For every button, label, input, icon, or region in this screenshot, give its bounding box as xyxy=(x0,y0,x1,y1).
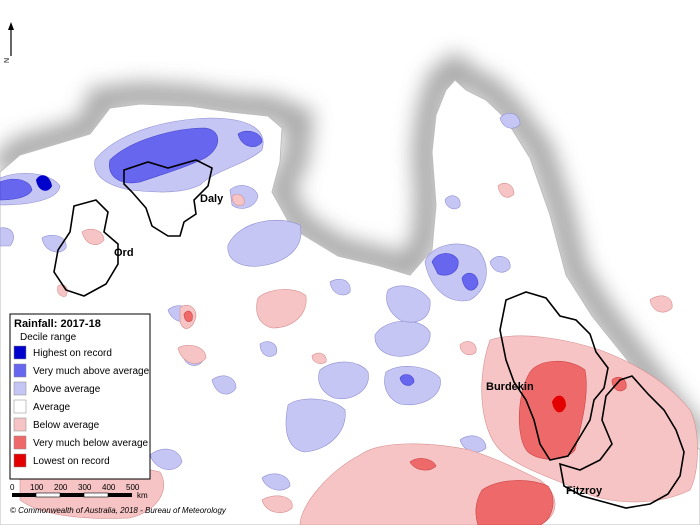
scale-segment-3 xyxy=(60,493,84,497)
legend-label-highest: Highest on record xyxy=(33,348,112,359)
legend-label-very-much-above: Very much above average xyxy=(33,366,150,377)
legend-swatch-very-much-below xyxy=(13,435,27,450)
fitzroy-basin-outline xyxy=(558,375,685,509)
copyright-credit: © Commonwealth of Australia, 2018 - Bure… xyxy=(10,506,227,515)
basin-outlines xyxy=(53,159,685,509)
scale-unit: km xyxy=(137,491,148,500)
north-arrow-head xyxy=(8,22,14,30)
legend-label-above: Above average xyxy=(33,384,101,395)
legend-swatch-above xyxy=(13,381,27,396)
scale-segment-4 xyxy=(83,492,109,498)
scale-tick-500: 500 xyxy=(126,483,140,492)
scale-bar: 0 100 200 300 400 500 km xyxy=(10,483,148,500)
scale-tick-300: 300 xyxy=(78,483,92,492)
legend-swatch-below xyxy=(13,417,27,432)
coastline-shadow xyxy=(0,51,700,450)
legend-swatch-very-much-above xyxy=(13,363,27,378)
burdekin-basin-outline xyxy=(499,291,609,461)
daly-basin-outline xyxy=(123,159,213,237)
lowest-on-record-area xyxy=(552,395,566,413)
basin-label-ord: Ord xyxy=(114,247,134,259)
scale-tick-100: 100 xyxy=(30,483,44,492)
legend-label-very-much-below: Very much below average xyxy=(33,438,149,449)
very-much-above-average-areas xyxy=(0,127,479,386)
legend-swatch-average xyxy=(13,399,27,414)
ord-basin-outline xyxy=(53,199,119,297)
scale-segment-2 xyxy=(35,492,61,498)
basin-label-daly: Daly xyxy=(200,193,224,205)
basin-label-fitzroy: Fitzroy xyxy=(566,485,603,497)
legend-label-average: Average xyxy=(33,402,71,413)
legend-label-below: Below average xyxy=(33,420,100,431)
north-arrow: N xyxy=(4,22,14,63)
scale-tick-200: 200 xyxy=(54,483,68,492)
scale-tick-400: 400 xyxy=(102,483,116,492)
legend-label-lowest: Lowest on record xyxy=(33,456,110,467)
legend-subtitle: Decile range xyxy=(20,332,77,343)
legend-box xyxy=(9,313,151,480)
scale-tick-0: 0 xyxy=(10,483,15,492)
highest-on-record-area xyxy=(36,175,52,191)
legend: Rainfall: 2017-18 Decile range Highest o… xyxy=(9,313,151,480)
scale-segment-1 xyxy=(12,493,36,497)
basin-label-burdekin: Burdekin xyxy=(486,381,534,393)
legend-swatch-lowest xyxy=(13,453,27,468)
legend-swatch-highest xyxy=(13,345,27,360)
north-arrow-label: N xyxy=(4,58,11,63)
scale-segment-5 xyxy=(108,493,132,497)
legend-title: Rainfall: 2017-18 xyxy=(14,318,101,330)
